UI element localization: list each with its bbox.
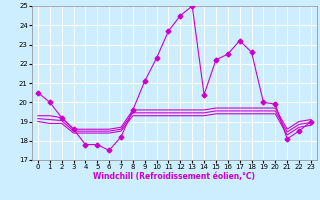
- X-axis label: Windchill (Refroidissement éolien,°C): Windchill (Refroidissement éolien,°C): [93, 172, 255, 181]
